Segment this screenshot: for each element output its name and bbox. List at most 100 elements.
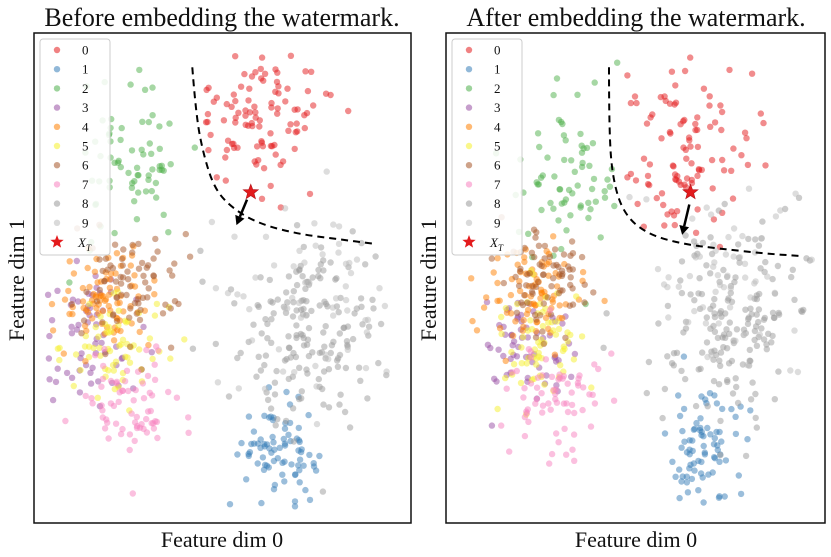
data-point xyxy=(68,374,76,381)
data-point xyxy=(252,274,259,281)
data-point xyxy=(346,424,354,431)
data-point xyxy=(678,444,685,451)
data-point xyxy=(787,367,794,374)
data-point xyxy=(279,368,287,375)
data-point xyxy=(520,317,527,324)
data-point xyxy=(252,109,259,116)
panel-before: Before embedding the watermark. 0 1 2 3 4 5 6 7… xyxy=(4,3,412,552)
data-point xyxy=(284,299,291,306)
data-point xyxy=(753,311,760,318)
data-point xyxy=(672,473,679,480)
data-point xyxy=(291,503,299,510)
data-point xyxy=(664,353,671,360)
data-point xyxy=(700,499,707,506)
data-point xyxy=(271,446,278,453)
data-point xyxy=(242,112,249,119)
data-point xyxy=(99,407,106,414)
data-point xyxy=(102,297,109,304)
data-point xyxy=(753,295,761,303)
data-point xyxy=(281,458,288,465)
data-point xyxy=(270,439,277,446)
data-point xyxy=(210,98,217,105)
data-point xyxy=(118,124,125,132)
data-point xyxy=(49,396,57,404)
data-point xyxy=(521,292,528,299)
data-point xyxy=(77,354,84,362)
data-point xyxy=(540,340,547,348)
data-point xyxy=(154,248,161,255)
data-point xyxy=(550,91,557,99)
data-point xyxy=(707,234,714,241)
data-point xyxy=(291,106,298,113)
data-point xyxy=(527,317,534,324)
data-point xyxy=(626,193,633,201)
data-point xyxy=(156,145,163,152)
data-point xyxy=(255,157,262,164)
data-point xyxy=(564,380,571,387)
data-point xyxy=(526,270,534,277)
data-point xyxy=(287,52,295,59)
data-point xyxy=(68,301,76,308)
data-point xyxy=(141,86,149,94)
data-point xyxy=(150,425,158,432)
data-point xyxy=(126,431,134,438)
data-point xyxy=(144,372,152,380)
data-point xyxy=(113,317,121,325)
data-point xyxy=(102,255,110,262)
data-point xyxy=(521,244,528,252)
data-point xyxy=(269,299,276,306)
data-point xyxy=(89,315,96,322)
data-point xyxy=(302,68,309,75)
data-point xyxy=(544,260,551,268)
data-point xyxy=(107,262,114,269)
data-point xyxy=(234,451,241,458)
data-point xyxy=(753,342,761,349)
data-point xyxy=(105,302,113,310)
data-point xyxy=(559,287,566,294)
data-point xyxy=(112,420,120,427)
data-point xyxy=(762,162,769,169)
data-point xyxy=(150,273,157,280)
data-point xyxy=(248,337,256,344)
data-point xyxy=(687,54,694,61)
data-point xyxy=(81,322,89,329)
series-8 xyxy=(600,194,814,460)
data-point xyxy=(710,241,717,248)
data-point xyxy=(213,174,220,181)
data-point xyxy=(241,70,248,78)
data-point xyxy=(581,299,588,306)
data-point xyxy=(231,300,238,307)
data-point xyxy=(299,273,306,280)
data-point xyxy=(798,307,805,314)
data-point xyxy=(732,274,739,281)
data-point xyxy=(574,182,581,189)
data-point xyxy=(742,306,749,313)
data-point xyxy=(548,373,556,380)
data-point xyxy=(538,206,545,214)
data-point xyxy=(507,291,515,299)
data-point xyxy=(661,385,669,393)
data-point xyxy=(483,294,490,301)
data-point xyxy=(678,367,685,375)
data-point xyxy=(327,259,334,266)
data-point xyxy=(551,246,559,253)
data-point xyxy=(714,442,721,449)
data-point xyxy=(212,285,220,292)
data-point xyxy=(502,305,510,312)
data-point xyxy=(327,349,334,357)
data-point xyxy=(290,263,297,270)
panel-after: After embedding the watermark. 0 1 2 3 4 5 6 7 8… xyxy=(416,3,826,552)
data-point xyxy=(729,195,737,202)
data-point xyxy=(711,119,719,126)
data-point xyxy=(660,281,668,288)
data-point xyxy=(580,384,587,391)
data-point xyxy=(199,278,206,285)
legend-label: 6 xyxy=(82,158,89,173)
data-point xyxy=(186,253,194,260)
data-point xyxy=(203,86,210,94)
data-point xyxy=(508,348,515,356)
data-point xyxy=(545,400,552,407)
data-point xyxy=(686,446,693,453)
data-point xyxy=(208,218,216,226)
data-point xyxy=(525,346,533,353)
